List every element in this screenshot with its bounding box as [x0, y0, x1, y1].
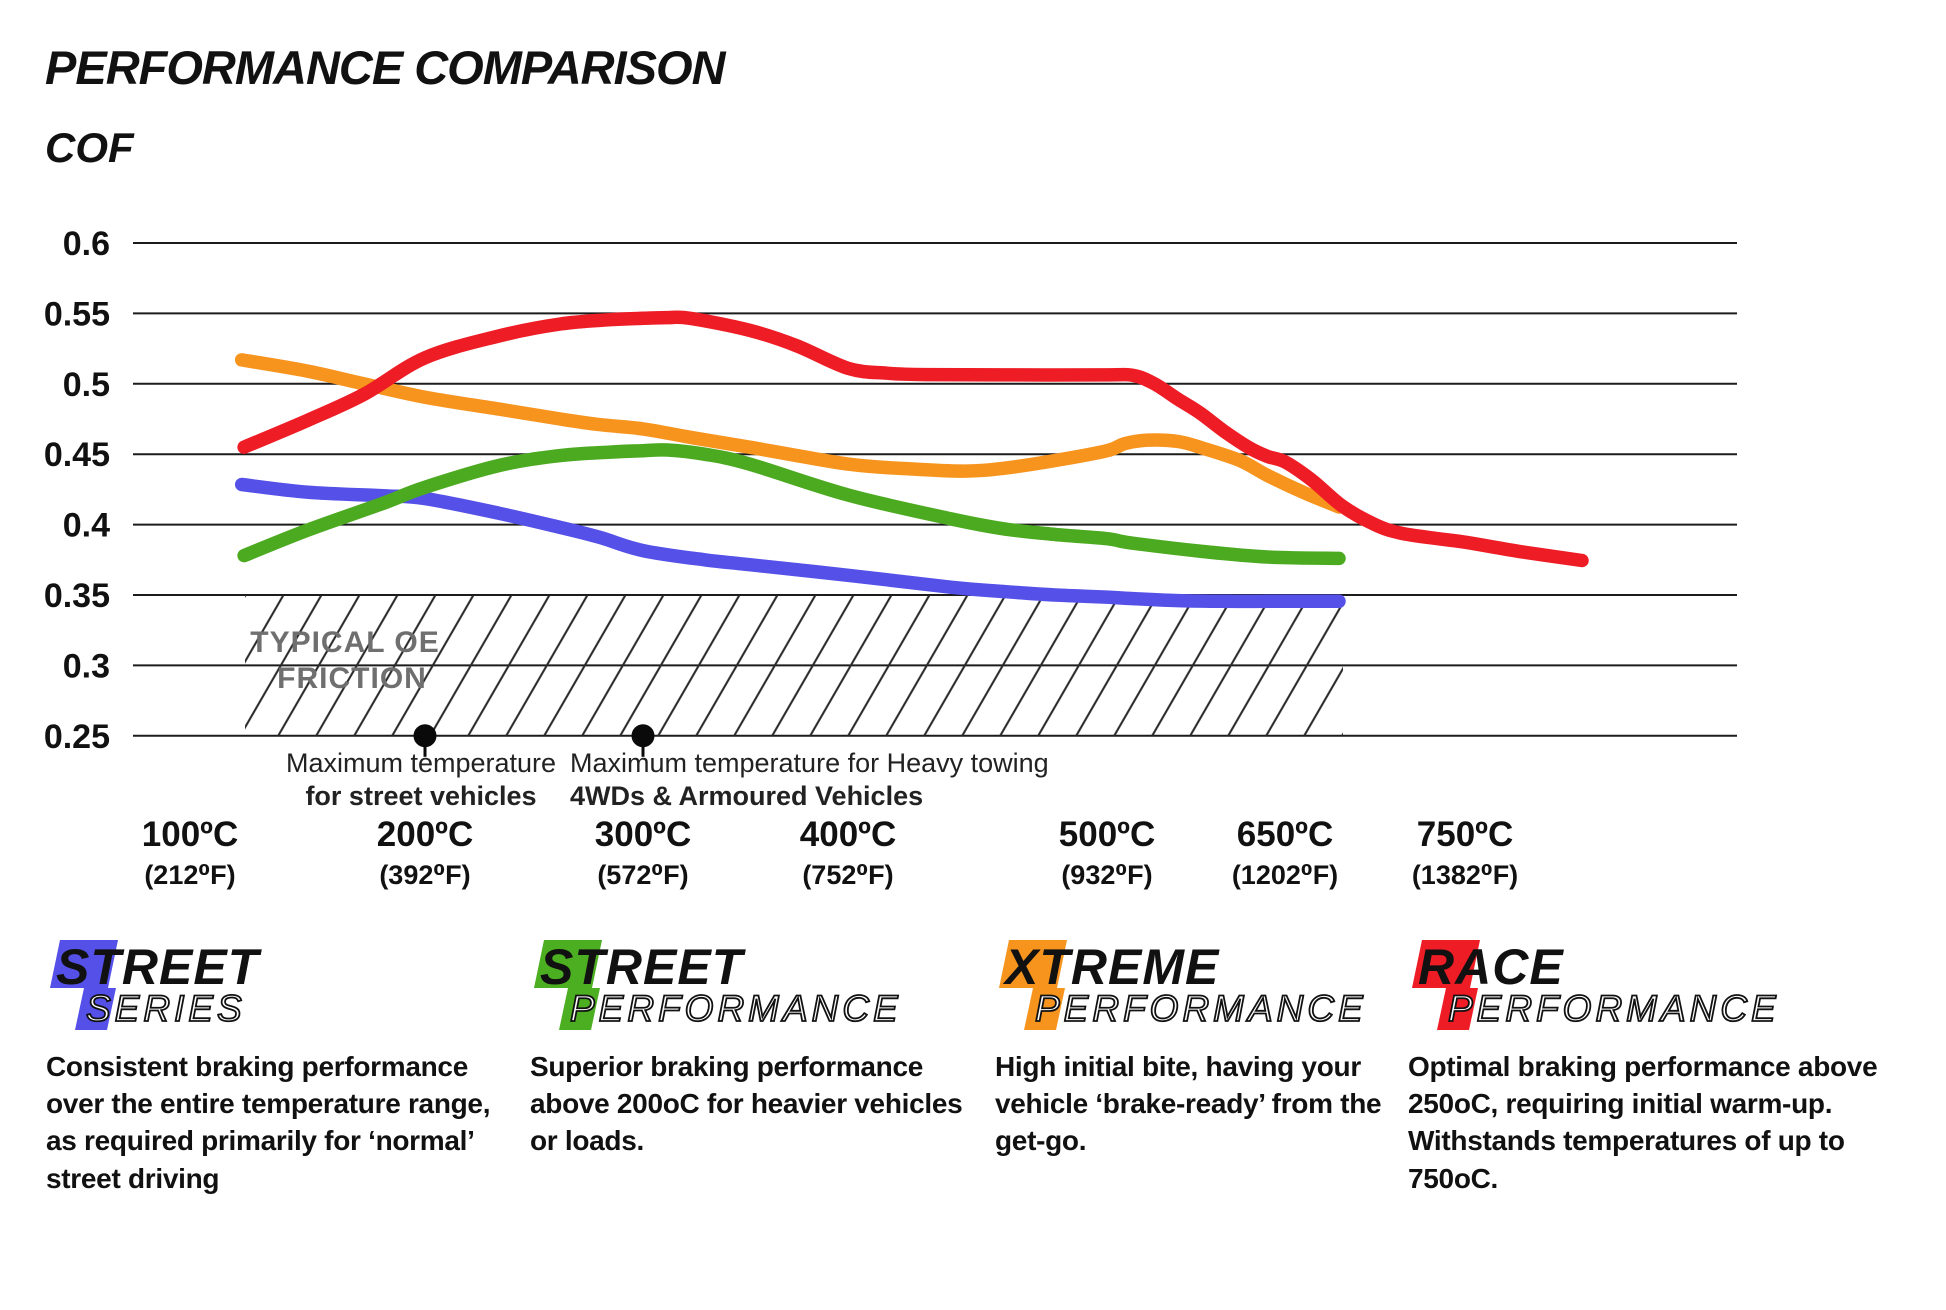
lightning-bolt-icon: [534, 940, 602, 1030]
annotation-dot: [631, 724, 655, 748]
series-line-street-performance: [237, 443, 1346, 566]
oe-band-label-line2: FRICTION: [277, 662, 427, 695]
chart-svg: 0.6 0.55 0.5 0.45 0.4 0.35 0.3 0.25 TYPICAL OEFR…: [44, 225, 1737, 890]
annotation-line2: 4WDs & Armoured Vehicles: [570, 781, 923, 811]
brand-word-secondary: PERFORMANCE: [1447, 987, 1780, 1030]
legend-description: High initial bite, having your vehicle ‘…: [995, 1051, 1382, 1157]
annotation-line1: Maximum temperature for Heavy towing: [570, 748, 1049, 778]
y-axis-title: COF: [45, 124, 134, 171]
x-tick-sublabel: (572⁰F): [597, 860, 688, 890]
annotation-dot: [413, 724, 437, 748]
x-tick-sublabel: (932⁰F): [1061, 860, 1152, 890]
brand-word-secondary: PERFORMANCE: [1034, 987, 1367, 1030]
legend-item-xtreme-performance: XTREME PERFORMANCE High initial bite, ha…: [995, 938, 1395, 1160]
brand-word-primary: STREET: [540, 939, 744, 995]
legend-item-race-performance: RACE PERFORMANCE Optimal braking perform…: [1408, 938, 1898, 1197]
x-tick-sublabel: (1202⁰F): [1232, 860, 1338, 890]
x-tick-sublabel: (752⁰F): [802, 860, 893, 890]
annotation-line2: for street vehicles: [305, 781, 536, 811]
x-tick-label: 500ºC: [1059, 815, 1155, 854]
y-tick-label: 0.45: [44, 436, 110, 474]
lightning-bolt-icon: [1412, 940, 1480, 1030]
x-tick-label: 750ºC: [1417, 815, 1513, 854]
x-tick-sublabel: (392⁰F): [379, 860, 470, 890]
oe-friction-band: [245, 595, 1343, 736]
brand-logo-race-performance: RACE PERFORMANCE: [1408, 938, 1898, 1034]
series-line-xtreme-performance: [234, 353, 1346, 514]
brand-word-primary: XTREME: [1005, 939, 1220, 995]
page-title: PERFORMANCE COMPARISON: [45, 41, 726, 94]
x-tick-label: 300ºC: [595, 815, 691, 854]
brand-logo-xtreme-performance: XTREME PERFORMANCE: [995, 938, 1395, 1034]
legend-description: Consistent braking performance over the …: [46, 1051, 491, 1194]
y-tick-label: 0.25: [44, 718, 110, 756]
legend-description: Superior braking performance above 200oC…: [530, 1051, 963, 1157]
y-tick-label: 0.6: [63, 225, 110, 263]
brand-word-secondary: PERFORMANCE: [569, 987, 902, 1030]
y-tick-label: 0.55: [44, 295, 110, 333]
brand-word-primary: STREET: [56, 939, 260, 995]
x-tick-label: 400ºC: [800, 815, 896, 854]
brand-word-primary: RACE: [1418, 939, 1564, 995]
y-tick-label: 0.35: [44, 577, 110, 615]
x-tick-label: 650ºC: [1237, 815, 1333, 854]
legend-description: Optimal braking performance above 250oC,…: [1408, 1051, 1878, 1194]
brand-logo-street-performance: STREET PERFORMANCE: [530, 938, 995, 1034]
brand-logo-street-series: STREET SERIES: [46, 938, 506, 1034]
lightning-bolt-icon: [999, 940, 1067, 1030]
legend-item-street-performance: STREET PERFORMANCE Superior braking perf…: [530, 938, 995, 1160]
series-line-street-series: [234, 477, 1346, 609]
y-tick-label: 0.3: [63, 647, 110, 685]
legend-row: STREET SERIES Consistent braking perform…: [0, 938, 1946, 1308]
x-tick-sublabel: (212⁰F): [144, 860, 235, 890]
legend-item-street-series: STREET SERIES Consistent braking perform…: [46, 938, 506, 1197]
x-tick-label: 200ºC: [377, 815, 473, 854]
x-tick-label: 100ºC: [142, 815, 238, 854]
annotation-line1: Maximum temperature: [286, 748, 556, 778]
brand-word-secondary: SERIES: [85, 987, 246, 1030]
oe-band-label-line1: TYPICAL OE: [250, 626, 439, 659]
series-line-race-performance: [237, 310, 1589, 568]
lightning-bolt-icon: [50, 940, 118, 1030]
y-tick-label: 0.5: [63, 366, 110, 404]
x-tick-sublabel: (1382⁰F): [1412, 860, 1518, 890]
y-tick-label: 0.4: [63, 507, 110, 545]
